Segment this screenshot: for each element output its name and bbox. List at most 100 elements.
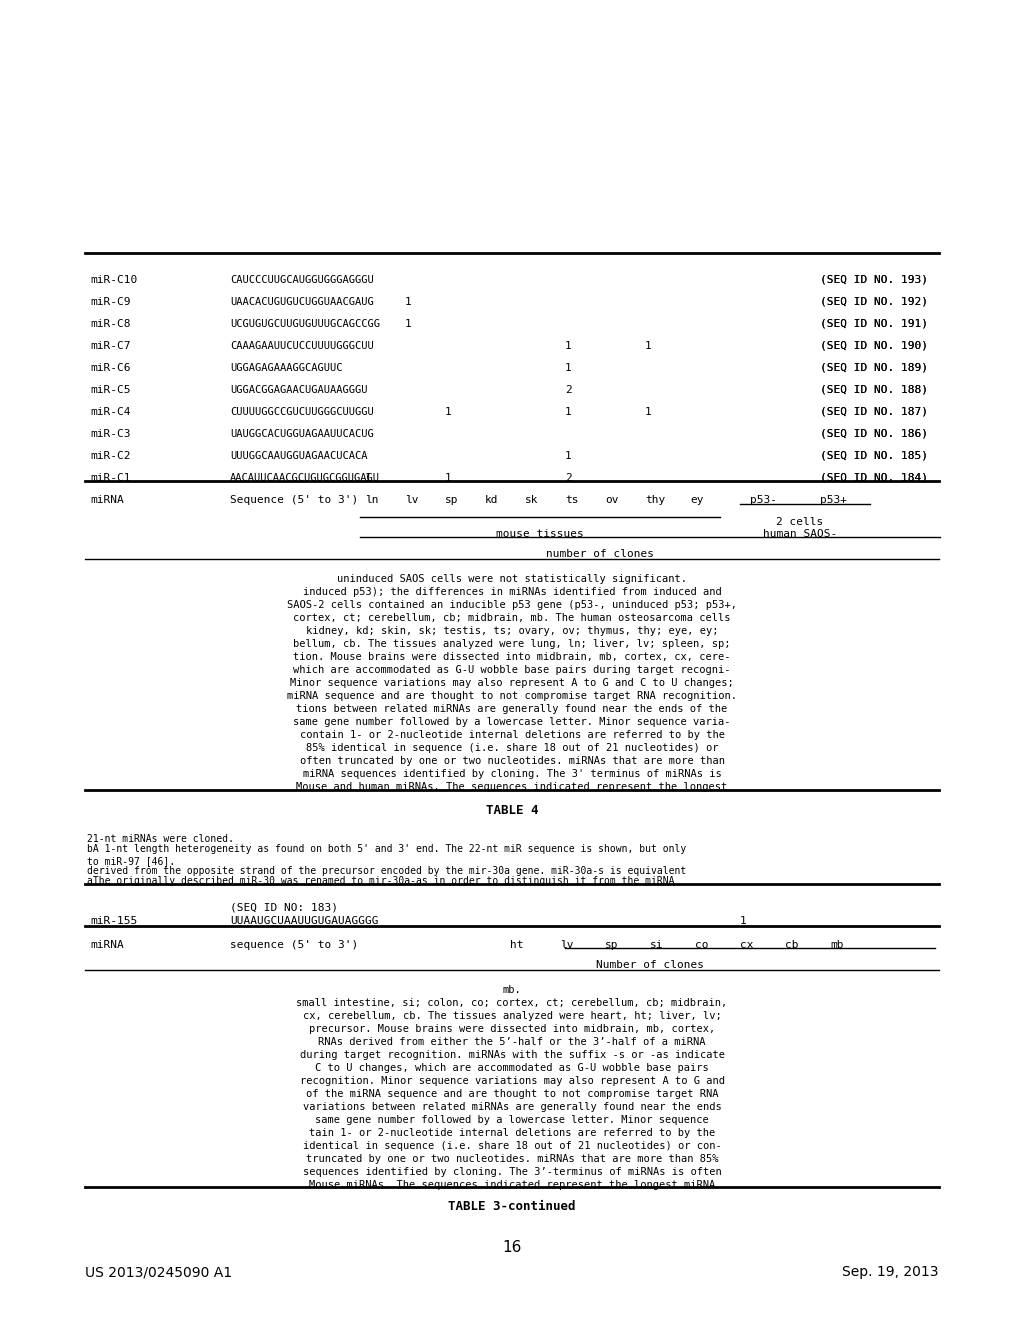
Text: mouse tissues: mouse tissues <box>496 529 584 539</box>
Text: (SEQ ID NO. 193): (SEQ ID NO. 193) <box>820 275 928 285</box>
Text: miR-C9: miR-C9 <box>90 297 130 308</box>
Text: SAOS-2 cells contained an inducible p53 gene (p53-, uninduced p53; p53+,: SAOS-2 cells contained an inducible p53 … <box>287 601 737 610</box>
Text: 1: 1 <box>406 297 412 308</box>
Text: sk: sk <box>525 495 539 506</box>
Text: which are accommodated as G-U wobble base pairs during target recogni-: which are accommodated as G-U wobble bas… <box>293 665 731 675</box>
Text: (SEQ ID NO: 183): (SEQ ID NO: 183) <box>230 903 338 913</box>
Text: ey: ey <box>690 495 703 506</box>
Text: CUUUUGGCCGUCUUGGGCUUGGU: CUUUUGGCCGUCUUGGGCUUGGU <box>230 407 374 417</box>
Text: RNAs derived from either the 5’-half or the 3’-half of a miRNA: RNAs derived from either the 5’-half or … <box>318 1038 706 1047</box>
Text: 85% identical in sequence (i.e. share 18 out of 21 nucleotides) or: 85% identical in sequence (i.e. share 18… <box>306 743 718 752</box>
Text: UGGACGGAGAACUGAUAAGGGU: UGGACGGAGAACUGAUAAGGGU <box>230 385 368 395</box>
Text: miRNA: miRNA <box>90 495 124 506</box>
Text: UCGUGUGCUUGUGUUUGCAGCCGG: UCGUGUGCUUGUGUUUGCAGCCGG <box>230 319 380 329</box>
Text: lv: lv <box>406 495 419 506</box>
Text: (SEQ ID NO. 185): (SEQ ID NO. 185) <box>820 451 928 461</box>
Text: (SEQ ID NO. 187): (SEQ ID NO. 187) <box>820 407 928 417</box>
Text: (SEQ ID NO. 192): (SEQ ID NO. 192) <box>820 297 928 308</box>
Text: co: co <box>695 940 709 950</box>
Text: p53+: p53+ <box>820 495 847 506</box>
Text: UGGAGAGAAAGGCAGUUC: UGGAGAGAAAGGCAGUUC <box>230 363 342 374</box>
Text: kidney, kd; skin, sk; testis, ts; ovary, ov; thymus, thy; eye, ey;: kidney, kd; skin, sk; testis, ts; ovary,… <box>306 626 718 636</box>
Text: contain 1- or 2-nucleotide internal deletions are referred to by the: contain 1- or 2-nucleotide internal dele… <box>299 730 725 741</box>
Text: miR-155: miR-155 <box>90 916 137 927</box>
Text: aThe originally described miR-30 was renamed to mir-30a-as in order to distingui: aThe originally described miR-30 was ren… <box>87 876 675 886</box>
Text: Mouse miRNAs. The sequences indicated represent the longest miRNA: Mouse miRNAs. The sequences indicated re… <box>309 1180 715 1191</box>
Text: often truncated by one or two nucleotides. miRNAs that are more than: often truncated by one or two nucleotide… <box>299 756 725 766</box>
Text: cx: cx <box>740 940 754 950</box>
Text: (SEQ ID NO. 189): (SEQ ID NO. 189) <box>820 363 928 374</box>
Text: variations between related miRNAs are generally found near the ends: variations between related miRNAs are ge… <box>303 1102 721 1111</box>
Text: 1: 1 <box>565 341 571 351</box>
Text: ht: ht <box>510 940 523 950</box>
Text: miR-C5: miR-C5 <box>90 385 130 395</box>
Text: Minor sequence variations may also represent A to G and C to U changes;: Minor sequence variations may also repre… <box>290 678 734 688</box>
Text: same gene number followed by a lowercase letter. Minor sequence varia-: same gene number followed by a lowercase… <box>293 717 731 727</box>
Text: (SEQ ID NO. 185): (SEQ ID NO. 185) <box>820 451 928 461</box>
Text: kd: kd <box>485 495 499 506</box>
Text: sp: sp <box>445 495 459 506</box>
Text: 1: 1 <box>565 407 571 417</box>
Text: sequence (5' to 3'): sequence (5' to 3') <box>230 940 358 950</box>
Text: human SAOS-: human SAOS- <box>763 529 838 539</box>
Text: ln: ln <box>365 495 379 506</box>
Text: to miR-97 [46].: to miR-97 [46]. <box>87 855 175 866</box>
Text: 2: 2 <box>565 473 571 483</box>
Text: mb.: mb. <box>503 985 521 995</box>
Text: AACAUUCAACGCUGUGCGGUGAGU: AACAUUCAACGCUGUGCGGUGAGU <box>230 473 380 483</box>
Text: lv: lv <box>560 940 573 950</box>
Text: during target recognition. miRNAs with the suffix -s or -as indicate: during target recognition. miRNAs with t… <box>299 1049 725 1060</box>
Text: 2: 2 <box>565 385 571 395</box>
Text: thy: thy <box>645 495 666 506</box>
Text: p53-: p53- <box>750 495 777 506</box>
Text: C to U changes, which are accommodated as G-U wobble base pairs: C to U changes, which are accommodated a… <box>315 1063 709 1073</box>
Text: miR-C2: miR-C2 <box>90 451 130 461</box>
Text: CAUCCCUUGCAUGGUGGGAGGGU: CAUCCCUUGCAUGGUGGGAGGGU <box>230 275 374 285</box>
Text: miR-C4: miR-C4 <box>90 407 130 417</box>
Text: 16: 16 <box>503 1239 521 1255</box>
Text: si: si <box>650 940 664 950</box>
Text: miRNA: miRNA <box>90 940 124 950</box>
Text: (SEQ ID NO. 184): (SEQ ID NO. 184) <box>820 473 928 483</box>
Text: TABLE 4: TABLE 4 <box>485 804 539 817</box>
Text: uninduced SAOS cells were not statistically significant.: uninduced SAOS cells were not statistica… <box>337 574 687 583</box>
Text: Sep. 19, 2013: Sep. 19, 2013 <box>843 1265 939 1279</box>
Text: cb: cb <box>785 940 799 950</box>
Text: miR-C8: miR-C8 <box>90 319 130 329</box>
Text: miR-C1: miR-C1 <box>90 473 130 483</box>
Text: cx, cerebellum, cb. The tissues analyzed were heart, ht; liver, lv;: cx, cerebellum, cb. The tissues analyzed… <box>303 1011 721 1020</box>
Text: ov: ov <box>605 495 618 506</box>
Text: UUUGGCAAUGGUAGAACUCACA: UUUGGCAAUGGUAGAACUCACA <box>230 451 368 461</box>
Text: 21-nt miRNAs were cloned.: 21-nt miRNAs were cloned. <box>87 834 233 843</box>
Text: Sequence (5' to 3'): Sequence (5' to 3') <box>230 495 358 506</box>
Text: cortex, ct; cerebellum, cb; midbrain, mb. The human osteosarcoma cells: cortex, ct; cerebellum, cb; midbrain, mb… <box>293 612 731 623</box>
Text: truncated by one or two nucleotides. miRNAs that are more than 85%: truncated by one or two nucleotides. miR… <box>306 1154 718 1164</box>
Text: 1: 1 <box>445 473 452 483</box>
Text: ts: ts <box>565 495 579 506</box>
Text: same gene number followed by a lowercase letter. Minor sequence: same gene number followed by a lowercase… <box>315 1115 709 1125</box>
Text: bellum, cb. The tissues analyzed were lung, ln; liver, lv; spleen, sp;: bellum, cb. The tissues analyzed were lu… <box>293 639 731 649</box>
Text: recognition. Minor sequence variations may also represent A to G and: recognition. Minor sequence variations m… <box>299 1076 725 1086</box>
Text: precursor. Mouse brains were dissected into midbrain, mb, cortex,: precursor. Mouse brains were dissected i… <box>309 1024 715 1034</box>
Text: (SEQ ID NO. 189): (SEQ ID NO. 189) <box>820 363 928 374</box>
Text: US 2013/0245090 A1: US 2013/0245090 A1 <box>85 1265 232 1279</box>
Text: number of clones: number of clones <box>546 549 654 558</box>
Text: of the miRNA sequence and are thought to not compromise target RNA: of the miRNA sequence and are thought to… <box>306 1089 718 1100</box>
Text: miRNA sequences identified by cloning. The 3' terminus of miRNAs is: miRNA sequences identified by cloning. T… <box>303 770 721 779</box>
Text: sp: sp <box>605 940 618 950</box>
Text: tion. Mouse brains were dissected into midbrain, mb, cortex, cx, cere-: tion. Mouse brains were dissected into m… <box>293 652 731 663</box>
Text: 1: 1 <box>406 319 412 329</box>
Text: 1: 1 <box>565 363 571 374</box>
Text: 1: 1 <box>645 407 651 417</box>
Text: identical in sequence (i.e. share 18 out of 21 nucleotides) or con-: identical in sequence (i.e. share 18 out… <box>303 1140 721 1151</box>
Text: (SEQ ID NO. 188): (SEQ ID NO. 188) <box>820 385 928 395</box>
Text: (SEQ ID NO. 186): (SEQ ID NO. 186) <box>820 429 928 440</box>
Text: (SEQ ID NO. 190): (SEQ ID NO. 190) <box>820 341 928 351</box>
Text: CAAAGAAUUCUCCUUUUGGGCUU: CAAAGAAUUCUCCUUUUGGGCUU <box>230 341 374 351</box>
Text: UUAAUGCUAAUUGUGAUAGGGG: UUAAUGCUAAUUGUGAUAGGGG <box>230 916 379 927</box>
Text: (SEQ ID NO. 190): (SEQ ID NO. 190) <box>820 341 928 351</box>
Text: (SEQ ID NO. 188): (SEQ ID NO. 188) <box>820 385 928 395</box>
Text: 1: 1 <box>445 407 452 417</box>
Text: miRNA sequence and are thought to not compromise target RNA recognition.: miRNA sequence and are thought to not co… <box>287 690 737 701</box>
Text: (SEQ ID NO. 186): (SEQ ID NO. 186) <box>820 429 928 440</box>
